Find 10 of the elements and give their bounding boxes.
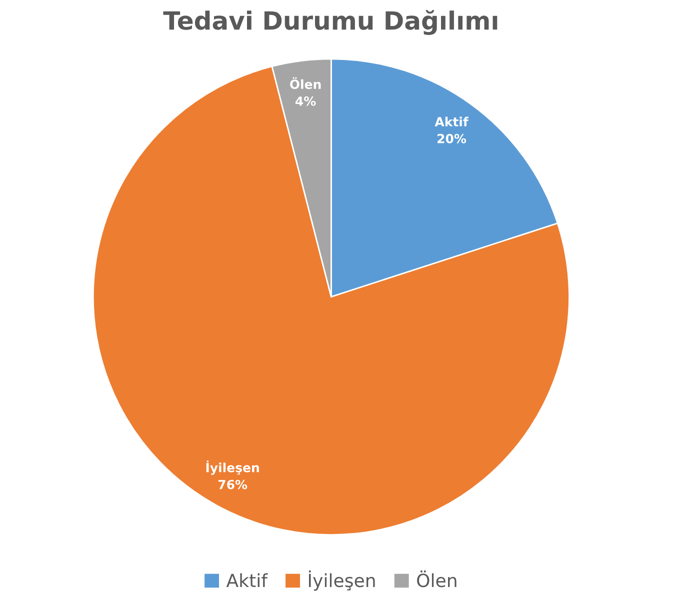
legend-label: Aktif xyxy=(226,573,268,587)
data-label: 20% xyxy=(438,134,466,144)
legend-label: Ölen xyxy=(417,570,456,588)
legend-label: İyileşen xyxy=(308,570,375,591)
slice-label: İyileşen xyxy=(206,460,259,475)
slice-label: Ölen xyxy=(290,77,321,90)
slice-label: Aktif xyxy=(434,116,468,126)
data-label: 4% xyxy=(295,96,316,106)
data-label: 76% xyxy=(218,480,248,490)
chart-title: Tedavi Durumu Dağılımı xyxy=(163,10,498,35)
